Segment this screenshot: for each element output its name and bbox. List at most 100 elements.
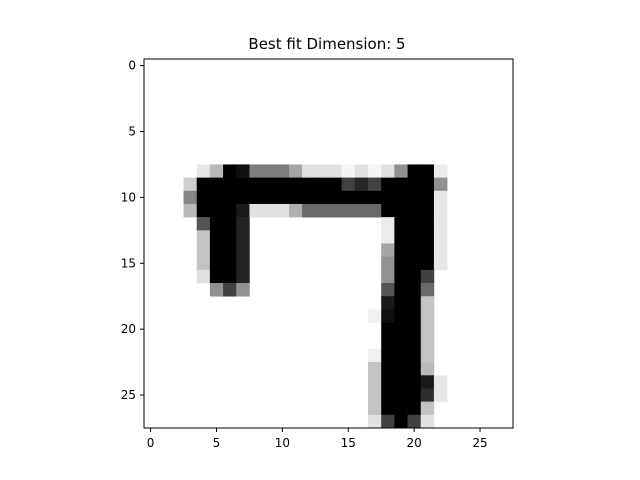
image-cell (394, 309, 408, 323)
image-cell (262, 190, 277, 205)
image-cell (420, 177, 435, 192)
image-cell (394, 177, 408, 192)
image-cell (315, 177, 329, 192)
image-cell (236, 243, 250, 257)
image-cell (236, 283, 250, 297)
image-cell (302, 177, 316, 192)
image-cell (433, 164, 448, 178)
image-cell (354, 164, 369, 178)
image-cell (394, 203, 408, 218)
image-cell (368, 309, 382, 323)
image-cell (209, 243, 224, 257)
image-cell (394, 283, 408, 297)
image-cell (407, 414, 422, 429)
image-cell (407, 217, 422, 231)
image-cell (420, 335, 435, 350)
image-cell (420, 283, 435, 297)
image-cell (223, 164, 237, 178)
image-cell (302, 164, 316, 178)
image-cell (315, 164, 329, 178)
image-cell (433, 375, 448, 389)
image-cell (275, 177, 290, 192)
x-tick-label: 20 (407, 436, 422, 450)
image-cell (420, 230, 435, 244)
image-cell (236, 230, 250, 244)
image-cell (328, 190, 342, 205)
image-cell (196, 243, 211, 257)
image-cell (381, 177, 395, 192)
image-cell (209, 217, 224, 231)
image-cell (368, 362, 382, 376)
image-cell (407, 164, 422, 178)
image-cell (315, 190, 329, 205)
image-cell (341, 190, 356, 205)
image-cell (420, 309, 435, 323)
image-cell (223, 230, 237, 244)
image-cell (381, 309, 395, 323)
image-cell (381, 322, 395, 337)
image-cell (407, 375, 422, 389)
image-cell (354, 203, 369, 218)
image-cell (394, 243, 408, 257)
image-cell (433, 388, 448, 402)
image-cell (420, 256, 435, 271)
image-cell (394, 296, 408, 310)
image-cell (328, 177, 342, 192)
y-tick-label: 20 (121, 322, 136, 336)
image-cell (368, 177, 382, 192)
image-cell (196, 217, 211, 231)
image-cell (223, 243, 237, 257)
image-cell (407, 401, 422, 416)
image-cell (368, 388, 382, 402)
image-cell (381, 243, 395, 257)
y-axis: 0 5 10 15 20 25 (121, 59, 144, 402)
image-cell (249, 203, 263, 218)
image-cell (368, 190, 382, 205)
image-cell (407, 322, 422, 337)
x-tick-label: 0 (147, 436, 155, 450)
image-cell (368, 375, 382, 389)
image-cell (407, 348, 422, 363)
image-cell (262, 177, 277, 192)
image-cell (407, 256, 422, 271)
image-cell (196, 190, 211, 205)
image-cell (249, 190, 263, 205)
image-cell (223, 217, 237, 231)
image-cell (341, 177, 356, 192)
image-cell (381, 348, 395, 363)
image-cell (394, 230, 408, 244)
image-cell (407, 362, 422, 376)
image-cell (223, 256, 237, 271)
image-cell (209, 177, 224, 192)
image-cell (420, 203, 435, 218)
image-cell (394, 164, 408, 178)
image-cell (433, 243, 448, 257)
image-cell (275, 203, 290, 218)
image-cell (183, 203, 198, 218)
image-cell (223, 283, 237, 297)
y-tick-label: 25 (121, 388, 136, 402)
image-cell (196, 164, 211, 178)
image-cell (183, 177, 198, 192)
x-tick-label: 25 (472, 436, 487, 450)
image-cell (420, 322, 435, 337)
image-cell (354, 177, 369, 192)
image-cell (394, 190, 408, 205)
image-cell (381, 375, 395, 389)
image-cell (381, 164, 395, 178)
image-cell (288, 177, 303, 192)
image-cell (196, 256, 211, 271)
image-cell (236, 177, 250, 192)
image-cell (407, 190, 422, 205)
image-cell (407, 335, 422, 350)
x-tick-label: 10 (275, 436, 290, 450)
image-cell (381, 362, 395, 376)
image-cell (288, 190, 303, 205)
image-cell (420, 375, 435, 389)
image-cell (433, 256, 448, 271)
image-cell (209, 256, 224, 271)
image-cell (420, 217, 435, 231)
image-cell (368, 401, 382, 416)
y-tick-label: 0 (128, 59, 136, 73)
image-cell (407, 269, 422, 284)
